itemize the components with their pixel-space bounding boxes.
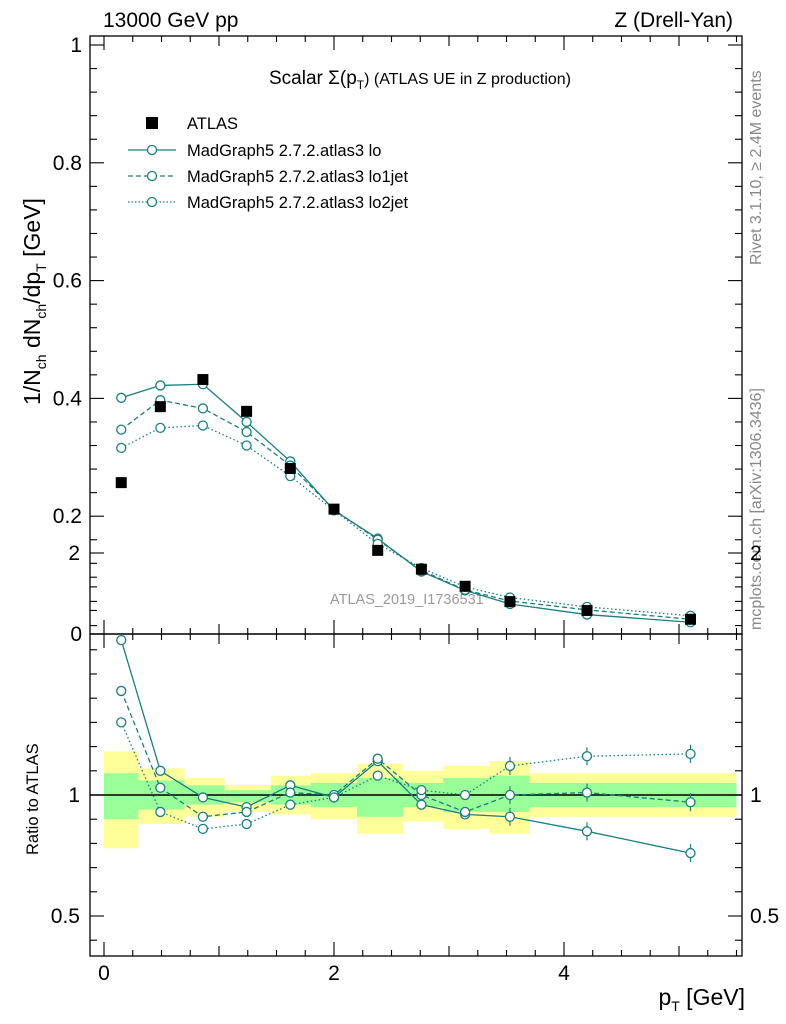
series-2-point	[197, 420, 209, 431]
ratio-2-point	[155, 806, 166, 818]
ratio-band-green	[357, 778, 403, 817]
atlas-data-point	[459, 580, 471, 592]
ratio-line-0	[120, 639, 691, 854]
ratio-1-point	[155, 782, 166, 793]
ratio-tick-label: 0.5	[51, 905, 80, 928]
series-line-1	[120, 399, 691, 620]
series-2-point	[116, 442, 127, 454]
ratio-band-green	[104, 773, 139, 820]
x-tick-label: 0	[98, 962, 110, 985]
ratio-0-point	[416, 799, 427, 810]
ratio-0-point	[116, 634, 127, 646]
ratio-2-point	[416, 785, 427, 796]
series-0-point	[116, 392, 127, 403]
ratio-2-point	[372, 770, 383, 781]
ratio-1-point	[459, 806, 471, 818]
ratio-tick-label: 1	[68, 784, 80, 807]
header-right: Z (Drell-Yan)	[614, 9, 733, 32]
legend: ATLAS MadGraph5 2.7.2.atlas3 lo MadGraph…	[128, 115, 408, 212]
plot-title: Scalar Σ(pT) (ATLAS UE in Z production)	[269, 68, 571, 92]
ratio-0-point	[197, 792, 209, 803]
ratio-2-point	[328, 792, 340, 803]
ratio-tick-label: 2	[68, 542, 80, 565]
atlas-data-point	[115, 477, 127, 489]
ratio-1-point	[285, 787, 296, 798]
x-axis-title: pT [GeV]	[658, 984, 745, 1014]
header-left: 13000 GeV pp	[103, 9, 238, 32]
atlas-data-point	[197, 374, 209, 386]
series-0-point	[241, 416, 252, 428]
atlas-data-point	[504, 596, 516, 608]
ratio-1-point	[197, 811, 209, 822]
y-axis-title: 1/Nch dNch/dpT [GeV]	[19, 198, 49, 405]
ratio-2-point	[241, 818, 252, 830]
legend-marker-lo	[146, 144, 158, 156]
axes: 0 0.2 0.4 0.6 0.8 1 0.5 0.5 1 1 2 2 0 2 4	[51, 34, 779, 985]
y-tick-label: 0.4	[53, 387, 83, 410]
ratio-1-point	[241, 806, 252, 818]
watermark: ATLAS_2019_I1736531	[330, 592, 484, 608]
ratio-2-point	[685, 748, 696, 760]
ratio-1-point	[581, 787, 593, 798]
legend-marker-lo1jet	[146, 170, 158, 182]
atlas-data-point	[154, 401, 166, 413]
ratio-2-point	[116, 717, 127, 728]
legend-marker-lo2jet	[146, 196, 158, 208]
y-tick-label: 0.6	[53, 270, 82, 293]
atlas-data-point	[328, 503, 340, 515]
legend-label-lo: MadGraph5 2.7.2.atlas3 lo	[187, 142, 381, 160]
ratio-line-1	[120, 690, 691, 818]
series-1-point	[197, 403, 209, 414]
ratio-2-point	[285, 799, 296, 810]
ratio-1-point	[685, 797, 696, 808]
series-2-point	[155, 422, 166, 434]
legend-label-atlas: ATLAS	[187, 115, 238, 133]
series-1-point	[116, 424, 127, 435]
ratio-line-2	[120, 722, 691, 830]
y-tick-label: 0.8	[53, 152, 82, 175]
y-tick-label: 1	[70, 34, 82, 57]
series-line-2	[120, 424, 691, 617]
legend-marker-atlas	[146, 117, 158, 129]
rivet-label: Rivet 3.1.10, ≥ 2.4M events	[748, 70, 765, 265]
atlas-data-point	[685, 613, 696, 625]
ratio-tick-label-right: 0.5	[750, 905, 779, 928]
ratio-tick-label-right: 2	[750, 542, 762, 565]
legend-label-lo1jet: MadGraph5 2.7.2.atlas3 lo1jet	[187, 168, 408, 186]
series-line-0	[121, 383, 691, 623]
atlas-data-point	[241, 405, 253, 417]
series-0-point	[155, 380, 166, 391]
ratio-0-point	[155, 765, 166, 776]
ratio-y-axis-title: Ratio to ATLAS	[24, 743, 42, 855]
series-1-point	[241, 426, 252, 438]
ratio-0-point	[581, 826, 593, 837]
ratio-1-point	[372, 753, 383, 764]
y-tick-label: 0.2	[53, 505, 82, 528]
x-tick-label: 2	[328, 962, 340, 985]
atlas-data-point	[284, 462, 296, 474]
mcplots-label: mcplots.cern.ch [arXiv:1306.3436]	[748, 388, 765, 630]
ratio-2-point	[581, 751, 593, 762]
ratio-panel-marks	[116, 634, 696, 863]
x-tick-label: 4	[558, 962, 570, 985]
atlas-data-point	[581, 604, 593, 616]
series-2-point	[241, 440, 252, 451]
ratio-0-point	[685, 847, 696, 859]
ratio-1-point	[116, 685, 127, 697]
atlas-data-point	[372, 544, 384, 556]
legend-label-lo2jet: MadGraph5 2.7.2.atlas3 lo2jet	[187, 194, 408, 212]
ratio-2-point	[504, 760, 516, 772]
y-tick-label: 0	[70, 623, 82, 646]
ratio-2-point	[197, 823, 209, 835]
ratio-1-point	[504, 789, 516, 801]
ratio-0-point	[504, 811, 516, 822]
main-panel-marks	[115, 374, 696, 628]
atlas-data-point	[415, 563, 427, 575]
ratio-2-point	[459, 789, 471, 801]
ratio-tick-label-right: 1	[750, 784, 762, 807]
ratio-band-green	[224, 790, 271, 803]
